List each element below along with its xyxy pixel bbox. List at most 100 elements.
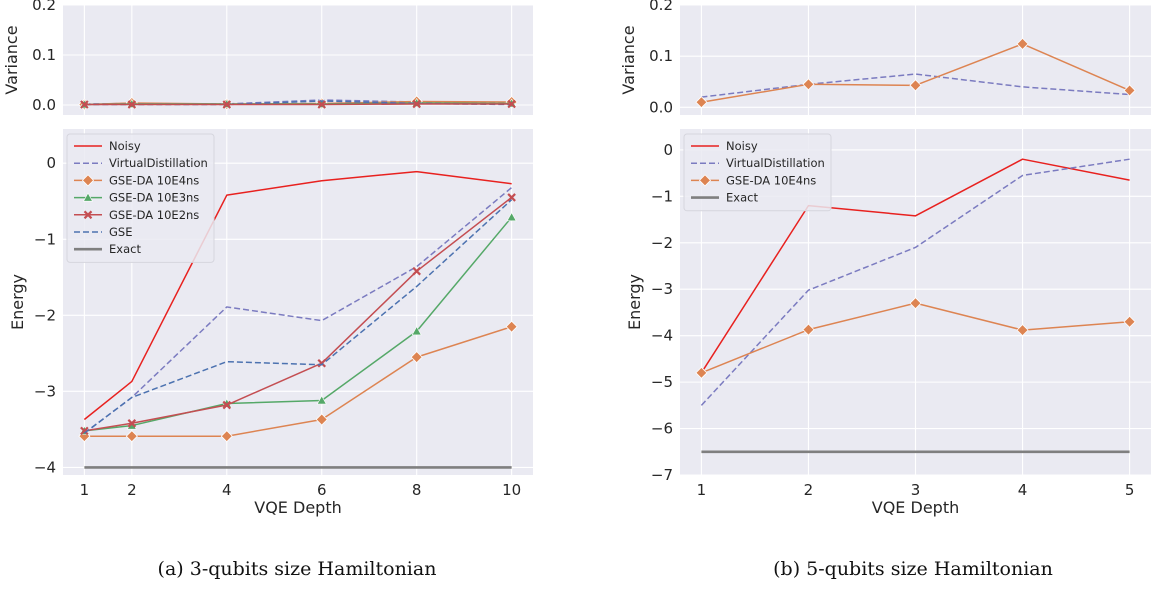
y-tick-label: −4 xyxy=(651,327,673,345)
y-tick-label: 0.1 xyxy=(649,47,673,65)
series-line-gse-da-10e3ns xyxy=(84,216,513,432)
legend-label-gse-da-10e2ns: GSE-DA 10E2ns xyxy=(109,208,199,222)
legend-label-gse-da-10e3ns: GSE-DA 10E3ns xyxy=(109,191,199,205)
x-tick-label: 8 xyxy=(412,481,422,499)
series-line-gse xyxy=(83,199,513,434)
energy-plot-a: 0 −1 −2 −3 −4 Energy 1 2 4 6 8 10 VQE Depth Noisy Virt… xyxy=(8,129,533,517)
x-tick-label: 10 xyxy=(502,481,521,499)
y-axis-label: Energy xyxy=(8,274,27,330)
legend-label-gse-da-10e4ns: GSE-DA 10E4ns xyxy=(109,173,199,187)
y-tick-label: −3 xyxy=(34,382,56,400)
data-point-gse-da-10e3ns xyxy=(316,395,327,405)
y-tick-label: −3 xyxy=(651,280,673,298)
series-line-gse-da-10e2ns xyxy=(84,196,513,432)
subfigure-a: 0.0 0.1 0.2 Variance 0 −1 −2 −3 −4 Energy 1 2 4 6 8 10… xyxy=(2,0,533,580)
legend-marker-gse-da-10e3ns xyxy=(82,192,94,202)
data-point-gse-da-10e4ns xyxy=(695,96,708,109)
legend-label-noisy: Noisy xyxy=(109,139,141,153)
y-tick-label: −7 xyxy=(651,466,673,484)
series-line-virtualdistillation xyxy=(700,158,1130,406)
y-tick-label: 0.1 xyxy=(32,46,56,64)
data-point-gse-da-10e4ns xyxy=(125,430,138,443)
x-tick-label: 6 xyxy=(317,481,327,499)
data-point-gse-da-10e2ns xyxy=(507,99,516,109)
data-point-gse-da-10e4ns xyxy=(802,323,815,336)
data-point-gse-da-10e4ns xyxy=(909,297,922,310)
x-axis-label: VQE Depth xyxy=(254,498,341,517)
legend-label-gse: GSE xyxy=(109,225,132,239)
data-point-gse-da-10e3ns xyxy=(411,326,422,336)
y-tick-label: −4 xyxy=(34,458,56,476)
x-tick-label: 2 xyxy=(127,481,137,499)
y-tick-label: 0 xyxy=(46,154,56,172)
y-tick-label: −6 xyxy=(651,420,673,438)
data-point-gse-da-10e3ns xyxy=(506,212,517,222)
x-tick-label: 1 xyxy=(697,481,707,499)
data-point-gse-da-10e2ns xyxy=(317,100,327,109)
y-tick-label: −2 xyxy=(34,306,56,324)
data-point-gse-da-10e2ns xyxy=(127,100,137,109)
x-tick-label: 4 xyxy=(222,481,232,499)
legend-marker-gse-da-10e4ns xyxy=(81,174,95,187)
data-point-gse-da-10e2ns xyxy=(412,266,421,276)
legend-marker-gse-da-10e4ns xyxy=(698,174,712,187)
y-tick-label: −1 xyxy=(34,230,56,248)
legend-box xyxy=(66,133,215,263)
legend-label-virtualdistillation: VirtualDistillation xyxy=(726,156,825,170)
legend-box xyxy=(683,133,832,212)
data-point-gse-da-10e4ns xyxy=(1123,315,1136,328)
x-tick-label: 3 xyxy=(911,481,921,499)
data-point-gse-da-10e2ns xyxy=(507,193,516,202)
data-point-gse-da-10e2ns xyxy=(80,100,89,109)
x-axis-label: VQE Depth xyxy=(872,498,959,517)
data-point-gse-da-10e4ns xyxy=(1016,324,1029,337)
data-point-gse-da-10e2ns xyxy=(127,419,137,428)
data-point-gse-da-10e2ns xyxy=(317,358,327,368)
plot-area xyxy=(63,5,533,115)
y-tick-label: 0.2 xyxy=(649,0,673,14)
data-point-gse-da-10e4ns xyxy=(315,413,328,426)
caption-b: (b) 5-qubits size Hamiltonian xyxy=(773,558,1053,580)
legend-label-exact: Exact xyxy=(726,191,758,205)
legend-label-gse-da-10e4ns: GSE-DA 10E4ns xyxy=(726,173,816,187)
legend-label-virtualdistillation: VirtualDistillation xyxy=(109,156,208,170)
legend-label-exact: Exact xyxy=(109,242,141,256)
series-line-gse-da-10e2ns xyxy=(84,103,512,106)
series-line-gse-da-10e4ns xyxy=(84,326,512,437)
y-axis-label: Variance xyxy=(619,25,638,94)
series-line-noisy xyxy=(83,170,512,421)
variance-plot-a: 0.0 0.1 0.2 Variance xyxy=(2,0,533,115)
x-tick-label: 4 xyxy=(1018,481,1028,499)
y-tick-label: −5 xyxy=(651,373,673,391)
x-tick-label: 1 xyxy=(80,481,90,499)
y-tick-label: 0.0 xyxy=(32,96,56,114)
y-tick-label: −1 xyxy=(651,187,673,205)
y-axis-label: Variance xyxy=(2,25,21,94)
data-point-gse-da-10e4ns xyxy=(410,351,423,364)
data-point-gse-da-10e2ns xyxy=(80,426,89,436)
y-axis-label: Energy xyxy=(625,274,644,330)
data-point-gse-da-10e4ns xyxy=(1016,37,1029,50)
y-tick-label: 0.0 xyxy=(649,98,673,116)
data-point-gse-da-10e2ns xyxy=(222,400,232,410)
data-point-gse-da-10e4ns xyxy=(802,78,815,91)
y-tick-label: 0.2 xyxy=(32,0,56,14)
caption-a: (a) 3-qubits size Hamiltonian xyxy=(158,558,437,580)
energy-plot-b: 0 −1 −2 −3 −4 −5 −6 −7 Energy 1 2 3 4 5 VQE Depth Noisy… xyxy=(625,129,1151,517)
data-point-gse-da-10e2ns xyxy=(412,99,421,109)
x-tick-label: 2 xyxy=(804,481,814,499)
data-point-gse-da-10e4ns xyxy=(909,79,922,92)
y-tick-label: −2 xyxy=(651,234,673,252)
data-point-gse-da-10e4ns xyxy=(695,366,708,379)
subfigure-b: 0.0 0.1 0.2 Variance 0 −1 −2 −3 −4 −5 −6 −7 Energy 1… xyxy=(619,0,1151,580)
data-point-gse-da-10e4ns xyxy=(505,320,518,333)
variance-plot-b: 0.0 0.1 0.2 Variance xyxy=(619,0,1151,116)
data-point-gse-da-10e4ns xyxy=(220,430,233,443)
legend-label-noisy: Noisy xyxy=(726,139,758,153)
data-point-gse-da-10e4ns xyxy=(1123,84,1136,97)
series-line-noisy xyxy=(700,158,1130,374)
y-tick-label: 0 xyxy=(663,141,673,159)
legend-marker-gse-da-10e2ns xyxy=(83,210,93,220)
data-point-gse-da-10e2ns xyxy=(222,100,232,109)
